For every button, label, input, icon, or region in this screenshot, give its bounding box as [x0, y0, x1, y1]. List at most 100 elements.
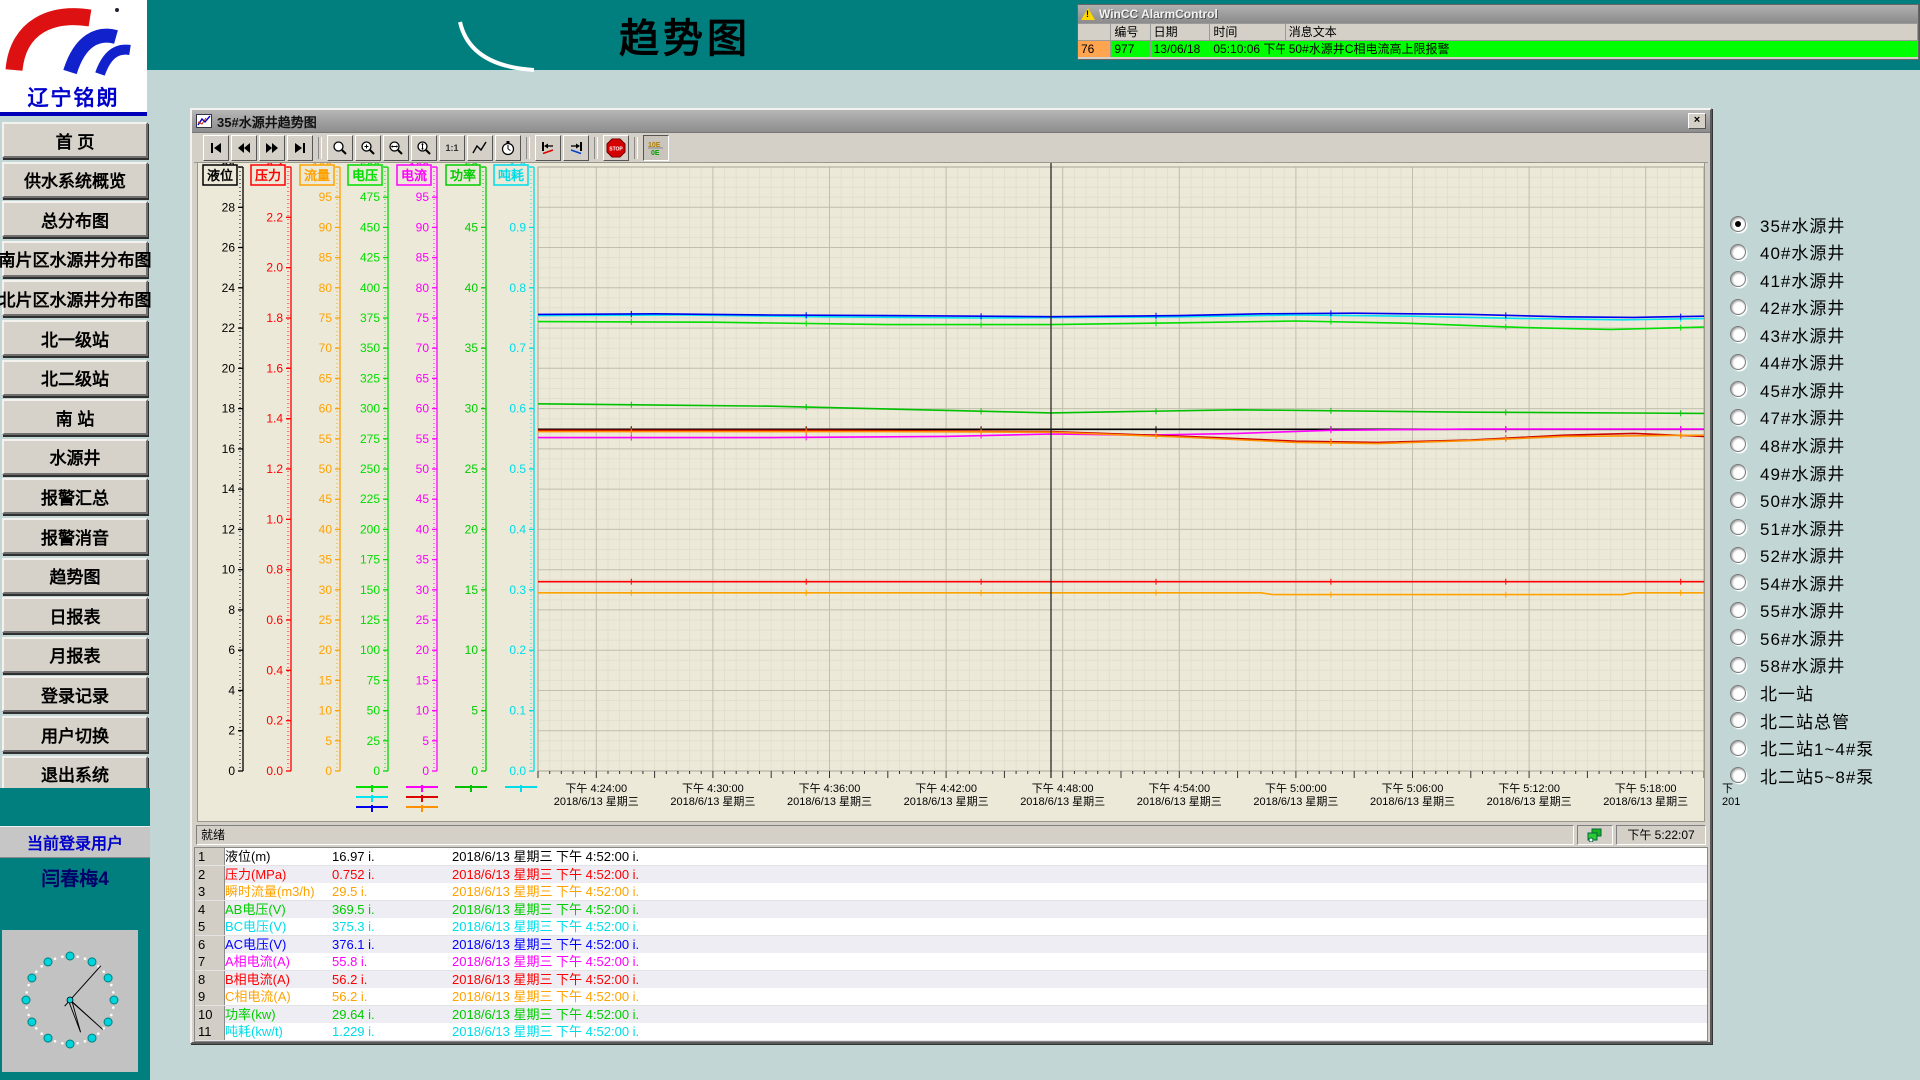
sidebar-item-wells[interactable]: 水源井 [2, 438, 148, 475]
alarm-titlebar[interactable]: WinCC AlarmControl [1078, 5, 1918, 23]
trend-window-titlebar[interactable]: 35#水源井趋势图 × [192, 110, 1710, 133]
table-row[interactable]: 8 B相电流(A) 56.2 i. 2018/6/13 星期三 下午 4:52:00 … [195, 970, 1707, 989]
toolbar-first-button[interactable] [203, 134, 229, 161]
table-row[interactable]: 2 压力(MPa) 0.752 i. 2018/6/13 星期三 下午 4:52:00… [195, 865, 1707, 884]
radio-icon[interactable] [1730, 271, 1746, 288]
radio-icon[interactable] [1730, 353, 1746, 370]
sidebar-item-home[interactable]: 首 页 [2, 122, 148, 158]
sidebar-item-switch-user[interactable]: 用户切换 [2, 716, 148, 752]
sidebar-item-daily-report[interactable]: 日报表 [2, 597, 148, 634]
well-option-well-40[interactable]: 40#水源井 [1730, 240, 1845, 264]
toolbar-last-button[interactable] [287, 134, 313, 161]
well-option-well-42[interactable]: 42#水源井 [1730, 295, 1845, 319]
well-option-well-47[interactable]: 47#水源井 [1730, 405, 1845, 429]
table-row[interactable]: 9 C相电流(A) 56.2 i. 2018/6/13 星期三 下午 4:52:00 … [195, 988, 1707, 1006]
radio-icon[interactable] [1730, 656, 1746, 673]
svg-text:30: 30 [465, 402, 479, 416]
analog-clock [2, 930, 138, 1072]
toolbar-stop-button[interactable]: STOP [603, 134, 629, 161]
sidebar-item-north-station-1[interactable]: 北一级站 [2, 320, 148, 356]
close-icon[interactable]: × [1688, 113, 1706, 129]
toolbar-zoom-area-button[interactable] [327, 134, 353, 161]
well-option-well-52[interactable]: 52#水源井 [1730, 543, 1845, 567]
toolbar-jump-end-button[interactable] [563, 134, 589, 161]
sidebar-item-south-wells-map[interactable]: 南片区水源井分布图 [0, 240, 152, 277]
radio-icon[interactable] [1730, 326, 1746, 343]
alarm-row[interactable]: 76 977 13/06/18 05:10:06 下午 50#水源井C相电流高上限报警 [1078, 40, 1918, 57]
well-option-well-44[interactable]: 44#水源井 [1730, 350, 1845, 374]
table-row[interactable]: 4 AB电压(V) 369.5 i. 2018/6/13 星期三 下午 4:52:00… [195, 900, 1707, 919]
toolbar-forward-button[interactable] [259, 134, 285, 161]
radio-icon[interactable] [1730, 767, 1746, 784]
svg-text:0.4: 0.4 [509, 522, 526, 536]
radio-icon[interactable] [1730, 216, 1746, 232]
tag-name: C相电流(A) [225, 989, 291, 1004]
radio-icon[interactable] [1730, 629, 1746, 646]
toolbar-stopwatch-button[interactable] [495, 134, 521, 161]
well-option-well-55[interactable]: 55#水源井 [1730, 598, 1845, 622]
sidebar-item-exit-system[interactable]: 退出系统 [2, 755, 148, 792]
well-option-well-41[interactable]: 41#水源井 [1730, 267, 1845, 291]
radio-icon[interactable] [1730, 684, 1746, 701]
table-row[interactable]: 7 A相电流(A) 55.8 i. 2018/6/13 星期三 下午 4:52:00 … [195, 953, 1707, 971]
well-option-well-45[interactable]: 45#水源井 [1730, 377, 1845, 401]
toolbar-jump-begin-button[interactable] [535, 134, 561, 161]
toolbar-rewind-button[interactable] [231, 134, 257, 161]
well-option-well-48[interactable]: 48#水源井 [1730, 432, 1845, 456]
sidebar-item-water-supply-overview[interactable]: 供水系统概览 [2, 161, 148, 198]
toolbar-zoom-time-button[interactable] [383, 134, 409, 161]
well-option-north-station-1[interactable]: 北一站 [1730, 681, 1814, 705]
sidebar-item-trend[interactable]: 趋势图 [2, 557, 148, 594]
sidebar-item-north-station-2[interactable]: 北二级站 [2, 359, 148, 396]
radio-icon[interactable] [1730, 739, 1746, 756]
toolbar-online-button[interactable]: 10E 0E [643, 134, 669, 161]
well-option-well-56[interactable]: 56#水源井 [1730, 625, 1845, 649]
radio-icon[interactable] [1730, 243, 1746, 260]
radio-icon[interactable] [1730, 464, 1746, 481]
sidebar-item-monthly-report[interactable]: 月报表 [2, 636, 148, 673]
well-option-well-54[interactable]: 54#水源井 [1730, 570, 1845, 594]
radio-icon[interactable] [1730, 491, 1746, 508]
trend-chart[interactable]: 302826242220181614121086420液位2.42.22.01.… [197, 160, 1740, 822]
radio-icon[interactable] [1730, 381, 1746, 398]
radio-icon[interactable] [1730, 298, 1746, 315]
sidebar-item-north-wells-map[interactable]: 北片区水源井分布图 [0, 280, 152, 317]
radio-icon[interactable] [1730, 546, 1746, 563]
sidebar-item-south-station[interactable]: 南 站 [2, 399, 148, 436]
svg-text:2.2: 2.2 [266, 210, 283, 224]
well-option-well-50[interactable]: 50#水源井 [1730, 488, 1845, 512]
radio-icon[interactable] [1730, 436, 1746, 453]
table-row[interactable]: 6 AC电压(V) 376.1 i. 2018/6/13 星期三 下午 4:52:00… [195, 935, 1707, 954]
svg-text:40: 40 [319, 522, 333, 536]
well-option-north-2-pump-5-8[interactable]: 北二站5~8#泵 [1730, 763, 1874, 787]
sidebar-item-total-distribution[interactable]: 总分布图 [2, 201, 148, 238]
well-option-well-43[interactable]: 43#水源井 [1730, 322, 1845, 346]
well-option-north-2-pump-1-4[interactable]: 北二站1~4#泵 [1730, 736, 1874, 760]
toolbar-zoom-value-button[interactable] [411, 134, 437, 161]
radio-icon[interactable] [1730, 408, 1746, 425]
table-row[interactable]: 1 液位(m) 16.97 i. 2018/6/13 星期三 下午 4:52:00 i… [195, 848, 1707, 866]
table-row[interactable]: 3 瞬时流量(m3/h) 29.5 i. 2018/6/13 星期三 下午 4:52:… [195, 883, 1707, 901]
toolbar-one-to-one-button[interactable]: 1:1 [439, 134, 465, 161]
svg-text:0.6: 0.6 [509, 402, 526, 416]
radio-icon[interactable] [1730, 574, 1746, 591]
tag-value: 1.229 i. [332, 1024, 375, 1039]
table-row[interactable]: 5 BC电压(V) 375.3 i. 2018/6/13 星期三 下午 4:52:00… [195, 918, 1707, 936]
radio-icon[interactable] [1730, 712, 1746, 729]
sidebar-item-login-records[interactable]: 登录记录 [2, 676, 148, 713]
trend-plot-area[interactable]: 302826242220181614121086420液位2.42.22.01.… [198, 160, 1705, 779]
well-option-well-49[interactable]: 49#水源井 [1730, 460, 1845, 484]
sidebar-item-alarm-summary[interactable]: 报警汇总 [2, 478, 148, 515]
well-option-north-2-main[interactable]: 北二站总管 [1730, 708, 1850, 732]
well-option-well-58[interactable]: 58#水源井 [1730, 653, 1845, 677]
table-row[interactable]: 10 功率(kw) 29.64 i. 2018/6/13 星期三 下午 4:52:00… [195, 1005, 1707, 1024]
well-option-well-51[interactable]: 51#水源井 [1730, 515, 1845, 539]
table-row[interactable]: 11 吨耗(kw/t) 1.229 i. 2018/6/13 星期三 下午 4:52:… [195, 1023, 1707, 1041]
well-option-well-35[interactable]: 35#水源井 [1730, 212, 1845, 236]
radio-icon[interactable] [1730, 601, 1746, 618]
sidebar-item-alarm-mute[interactable]: 报警消音 [2, 518, 148, 554]
trend-toolbar: 1:1 STOP 10E 0E [194, 133, 1708, 163]
radio-icon[interactable] [1730, 519, 1746, 536]
toolbar-curve-button[interactable] [467, 134, 493, 161]
toolbar-zoom-in-button[interactable] [355, 134, 381, 161]
